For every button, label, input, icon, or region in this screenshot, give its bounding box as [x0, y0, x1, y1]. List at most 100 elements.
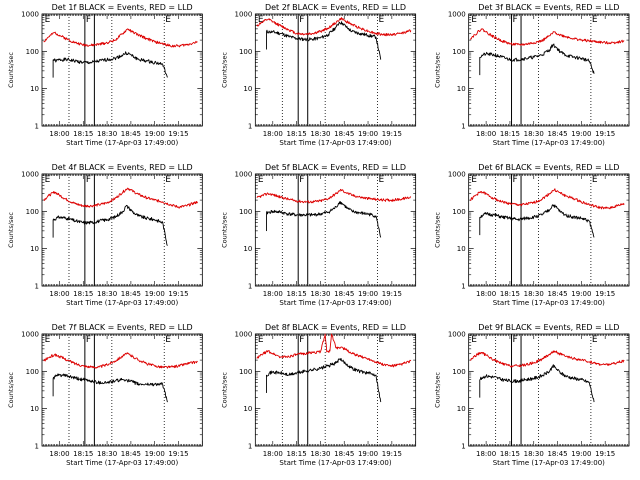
x-tick-label: 18:30 [310, 450, 330, 458]
series-line-lld [469, 28, 625, 46]
y-tick-label: 1 [248, 123, 252, 131]
plot-frame [254, 333, 417, 447]
x-axis-label: Start Time (17-Apr-03 17:49:00) [66, 139, 178, 147]
interval-marker-label: F [86, 175, 91, 185]
x-tick-label: 18:45 [334, 130, 354, 138]
chart-panel-det1: Det 1f BLACK = Events, RED = LLD 1 10 100 10… [7, 3, 203, 147]
interval-marker-label: F [299, 15, 304, 25]
x-tick-label: 19:00 [358, 450, 378, 458]
chart-title: Det 1f BLACK = Events, RED = LLD [52, 3, 193, 12]
x-tick-label: 19:00 [571, 450, 591, 458]
x-tick-label: 18:00 [476, 130, 496, 138]
x-axis-label: Start Time (17-Apr-03 17:49:00) [66, 459, 178, 467]
plot-frame [468, 173, 630, 287]
x-axis-label: Start Time (17-Apr-03 17:49:00) [279, 139, 391, 147]
x-tick-label: 19:15 [595, 290, 615, 298]
plot-frame [468, 333, 630, 447]
x-tick-label: 18:30 [524, 450, 544, 458]
y-tick-label: 1000 [448, 11, 466, 19]
x-axis-label: Start Time (17-Apr-03 17:49:00) [493, 299, 605, 307]
y-tick-label: 10 [243, 85, 252, 93]
interval-marker-label: E [471, 335, 477, 345]
x-tick-label: 18:15 [73, 450, 93, 458]
x-tick-label: 18:00 [49, 290, 69, 298]
series-line-events [479, 364, 595, 403]
x-tick-label: 19:15 [168, 130, 188, 138]
chart-title: Det 4f BLACK = Events, RED = LLD [52, 163, 193, 172]
x-tick-label: 19:00 [358, 290, 378, 298]
interval-marker-label: F [513, 175, 518, 185]
y-tick-label: 100 [26, 48, 39, 56]
y-tick-label: 1000 [235, 171, 253, 179]
series-line-lld [256, 188, 412, 204]
y-tick-label: 1000 [235, 11, 253, 19]
interval-marker-label: E [45, 175, 51, 185]
interval-marker-label: E [379, 15, 385, 25]
y-tick-label: 1 [461, 443, 465, 451]
interval-marker-label: F [299, 335, 304, 345]
series-line-events [52, 373, 168, 403]
x-tick-label: 18:00 [476, 450, 496, 458]
interval-marker-label: E [165, 175, 171, 185]
x-tick-label: 18:45 [121, 450, 141, 458]
x-tick-label: 18:00 [263, 290, 283, 298]
interval-marker-label: E [165, 335, 171, 345]
chart-panel-det8: Det 8f BLACK = Events, RED = LLD 1 10 100 10… [220, 323, 417, 467]
interval-marker-label: E [45, 15, 51, 25]
chart-panel-det3: Det 3f BLACK = Events, RED = LLD 1 10 100 10… [434, 3, 630, 147]
interval-marker-label: E [45, 335, 51, 345]
x-tick-label: 18:45 [334, 290, 354, 298]
x-tick-label: 18:30 [524, 290, 544, 298]
series-line-events [266, 201, 382, 238]
series-line-events [53, 51, 168, 78]
chart-title: Det 6f BLACK = Events, RED = LLD [478, 163, 619, 172]
y-tick-label: 1000 [21, 11, 39, 19]
plot-frame [468, 13, 630, 127]
x-tick-label: 19:15 [382, 450, 402, 458]
interval-marker-label: F [299, 175, 304, 185]
chart-panel-det6: Det 6f BLACK = Events, RED = LLD 1 10 100 10… [434, 163, 630, 307]
x-tick-label: 19:15 [382, 130, 402, 138]
y-tick-label: 1 [35, 123, 39, 131]
series-line-events [479, 204, 595, 238]
interval-marker-label: E [379, 335, 385, 345]
y-tick-label: 1 [461, 283, 465, 291]
y-tick-label: 1 [248, 283, 252, 291]
interval-marker-label: E [379, 175, 385, 185]
x-tick-label: 18:45 [121, 130, 141, 138]
y-tick-label: 10 [30, 245, 39, 253]
x-tick-label: 19:00 [145, 290, 165, 298]
series-line-events [266, 358, 382, 403]
y-tick-label: 1 [248, 443, 252, 451]
series-line-lld [256, 17, 412, 37]
chart-title: Det 5f BLACK = Events, RED = LLD [265, 163, 406, 172]
x-tick-label: 18:45 [547, 450, 567, 458]
interval-marker-label: E [258, 15, 264, 25]
y-tick-label: 100 [239, 208, 252, 216]
x-tick-label: 18:00 [49, 450, 69, 458]
x-axis-label: Start Time (17-Apr-03 17:49:00) [493, 139, 605, 147]
x-axis-label: Start Time (17-Apr-03 17:49:00) [493, 459, 605, 467]
y-axis-label: Counts/sec [434, 212, 442, 248]
interval-marker-label: E [471, 175, 477, 185]
x-tick-label: 18:00 [263, 130, 283, 138]
y-tick-label: 1 [35, 443, 39, 451]
x-tick-label: 18:15 [287, 130, 307, 138]
x-tick-label: 18:30 [97, 450, 117, 458]
x-tick-label: 18:00 [476, 290, 496, 298]
y-tick-label: 10 [30, 405, 39, 413]
x-tick-label: 18:30 [524, 130, 544, 138]
series-line-events [52, 204, 168, 246]
x-tick-label: 19:15 [595, 130, 615, 138]
y-tick-label: 1 [461, 123, 465, 131]
y-tick-label: 100 [26, 368, 39, 376]
x-tick-label: 18:15 [287, 290, 307, 298]
series-line-lld [43, 352, 198, 369]
plot-frame [41, 13, 203, 127]
plot-frame [41, 333, 203, 447]
interval-marker-label: E [592, 175, 598, 185]
interval-marker-label: E [258, 335, 264, 345]
series-line-lld [43, 187, 198, 209]
interval-marker-label: E [592, 15, 598, 25]
x-tick-label: 18:00 [49, 130, 69, 138]
